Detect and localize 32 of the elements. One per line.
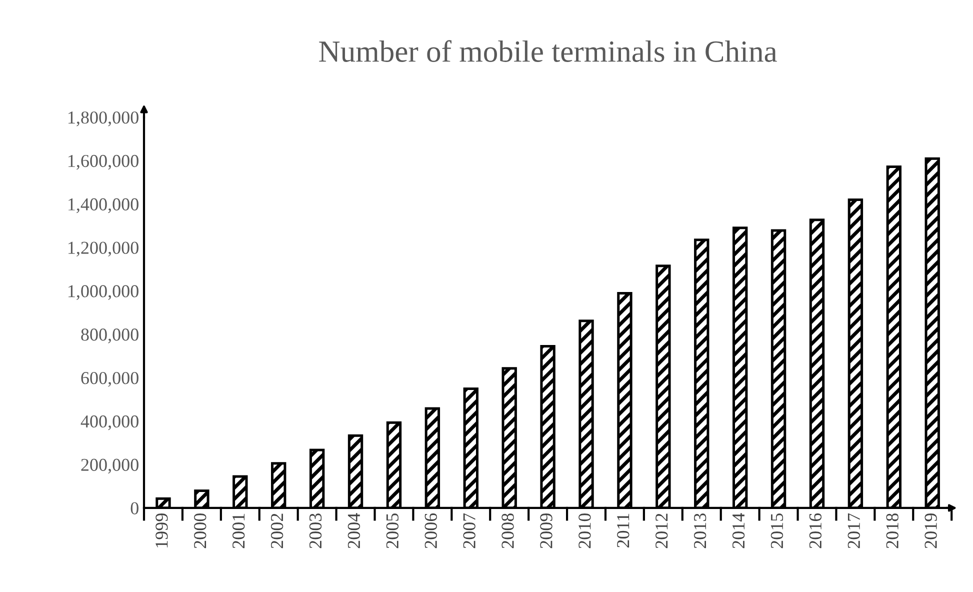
x-tick-label: 2019	[924, 514, 937, 548]
y-tick-label: 1,400,000	[68, 198, 138, 214]
y-tick-label: 400,000	[80, 415, 138, 430]
y-tick-label: 1,600,000	[68, 154, 138, 170]
x-tick-label: 2007	[463, 513, 476, 548]
x-tick-label: 2000	[194, 513, 206, 548]
x-tick-label: 2013	[694, 514, 706, 548]
x-tick-label: 2012	[656, 514, 668, 548]
chart-title: Number of mobile terminals in China	[319, 40, 777, 62]
y-tick-label: 800,000	[81, 328, 138, 344]
x-tick-label: 2009	[540, 514, 552, 548]
x-tick-label: 2003	[309, 514, 322, 548]
y-tick-label: 1,000,000	[68, 285, 138, 300]
x-tick-label: 2015	[770, 514, 784, 548]
x-tick-label: 2011	[617, 514, 630, 548]
x-tick-label: 2006	[424, 513, 437, 548]
x-tick-label: 2016	[809, 513, 822, 548]
x-tick-label: 2005	[386, 514, 398, 548]
y-tick-label: 1,200,000	[68, 242, 138, 256]
x-tick-label: 2010	[578, 513, 591, 548]
x-tick-label: 1999	[156, 514, 168, 548]
y-tick-label: 600,000	[81, 372, 138, 387]
x-tick-label: 2017	[848, 513, 860, 548]
x-tick-label: 2002	[270, 514, 284, 548]
x-tick-label: 2008	[502, 513, 514, 548]
x-tick-label: 2014	[732, 513, 745, 548]
y-tick-label: 200,000	[81, 458, 138, 474]
x-tick-label: 2001	[232, 514, 245, 548]
x-tick-label: 2018	[886, 513, 898, 548]
y-tick-label: 0	[130, 502, 138, 514]
y-tick-label: 1,800,000	[68, 111, 138, 126]
x-tick-label: 2004	[348, 513, 360, 548]
